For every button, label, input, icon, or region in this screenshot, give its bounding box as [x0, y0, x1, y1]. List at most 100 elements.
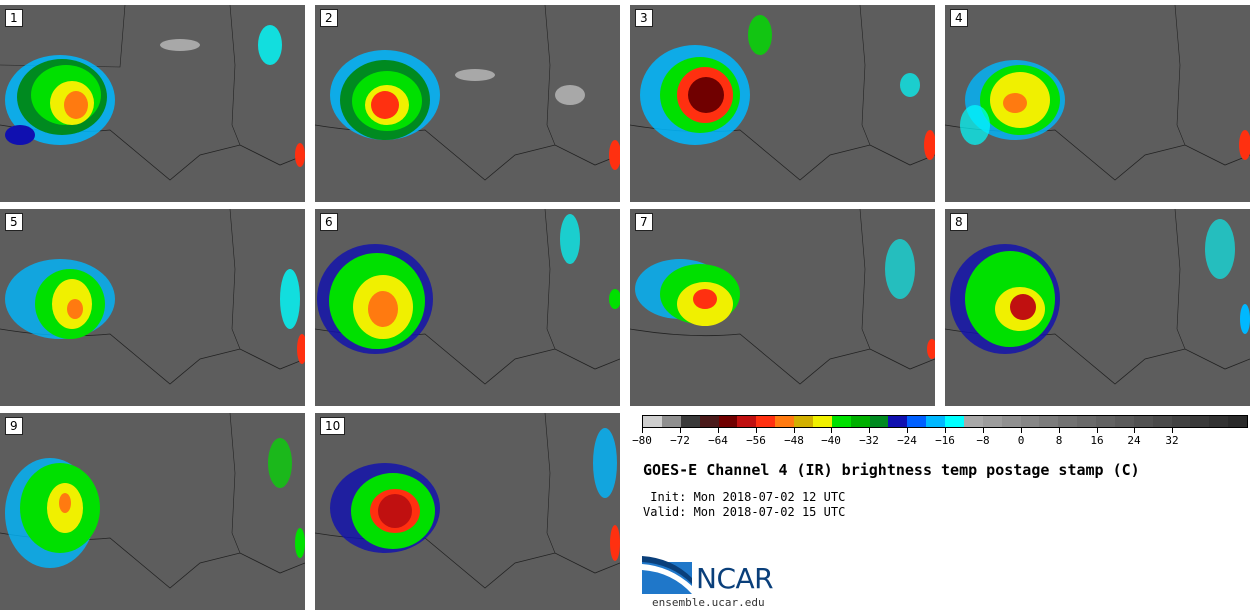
- colorbar-tick-label: −40: [821, 434, 841, 447]
- colorbar-swatch: [963, 416, 983, 427]
- colorbar-tick: [680, 428, 681, 433]
- colorbar-tick-label: 24: [1127, 434, 1141, 447]
- ir-map-3: [630, 5, 935, 181]
- colorbar-swatch: [775, 416, 794, 427]
- member-label: 4: [950, 9, 968, 27]
- member-label: 2: [320, 9, 338, 27]
- colorbar-swatch: [1096, 416, 1115, 427]
- colorbar-tick: [1021, 428, 1022, 433]
- colorbar-tick-label: −64: [708, 434, 728, 447]
- ir-map-4: [945, 5, 1250, 181]
- colorbar-swatch: [945, 416, 964, 427]
- colorbar-swatch: [831, 416, 851, 427]
- colorbar-swatch: [926, 416, 945, 427]
- member-panel-4: 4: [945, 5, 1250, 202]
- member-panel-5: 5: [0, 209, 305, 406]
- figure-title: GOES-E Channel 4 (IR) brightness temp po…: [643, 461, 1140, 479]
- colorbar-tick: [756, 428, 757, 433]
- member-panel-9: 9: [0, 413, 305, 610]
- colorbar-swatch: [718, 416, 738, 427]
- colorbar-swatch: [794, 416, 813, 427]
- colorbar-swatch: [661, 416, 681, 427]
- colorbar-tick: [907, 428, 908, 433]
- member-panel-1: 1: [0, 5, 305, 202]
- colorbar-tick: [1134, 428, 1135, 433]
- colorbar-swatch: [812, 416, 832, 427]
- colorbar-swatch: [850, 416, 870, 427]
- colorbar-swatch: [1058, 416, 1078, 427]
- colorbar-tick-label: −56: [746, 434, 766, 447]
- ir-map-7: [630, 209, 935, 385]
- colorbar-tick-label: 16: [1090, 434, 1104, 447]
- colorbar-tick-label: −8: [976, 434, 990, 447]
- colorbar-swatch: [982, 416, 1002, 427]
- colorbar-tick: [1097, 428, 1098, 433]
- colorbar-tick: [831, 428, 832, 433]
- colorbar-swatch: [643, 416, 662, 427]
- member-label: 8: [950, 213, 968, 231]
- colorbar-tick: [945, 428, 946, 433]
- member-panel-10: 10: [315, 413, 620, 610]
- colorbar-ticks: −80 −72 −64 −56 −48 −40 −32 −24 −16 −8 0 8 16 24 32: [632, 428, 1248, 452]
- colorbar-tick-label: 0: [1017, 434, 1025, 447]
- colorbar-tick: [794, 428, 795, 433]
- colorbar-swatch: [1020, 416, 1040, 427]
- member-panel-8: 8: [945, 209, 1250, 406]
- member-label: 9: [5, 417, 23, 435]
- colorbar-tick: [642, 428, 643, 433]
- colorbar-swatch: [907, 416, 927, 427]
- valid-time: Valid: Mon 2018-07-02 15 UTC: [643, 505, 846, 519]
- ncar-logo-text: NCAR: [696, 562, 774, 595]
- colorbar-tick-label: 32: [1165, 434, 1179, 447]
- colorbar-tick-label: −72: [670, 434, 690, 447]
- ir-map-8: [945, 209, 1250, 385]
- colorbar-swatch: [1001, 416, 1021, 427]
- member-panel-2: 2: [315, 5, 620, 202]
- colorbar-swatch: [1077, 416, 1096, 427]
- colorbar-tick-label: −48: [784, 434, 804, 447]
- colorbar-swatch: [1171, 416, 1191, 427]
- colorbar-tick-label: −16: [935, 434, 955, 447]
- colorbar-tick: [869, 428, 870, 433]
- colorbar-swatch: [1209, 416, 1229, 427]
- colorbar-swatch: [680, 416, 700, 427]
- colorbar: [642, 415, 1248, 428]
- colorbar-swatch: [1114, 416, 1134, 427]
- member-label: 6: [320, 213, 338, 231]
- colorbar-swatch: [737, 416, 757, 427]
- colorbar-swatch: [1190, 416, 1210, 427]
- colorbar-swatch: [1152, 416, 1172, 427]
- colorbar-tick: [983, 428, 984, 433]
- member-label: 1: [5, 9, 23, 27]
- member-label: 10: [320, 417, 346, 435]
- colorbar-tick: [1172, 428, 1173, 433]
- member-panel-7: 7: [630, 209, 935, 406]
- ir-map-10: [315, 413, 620, 589]
- colorbar-swatch: [756, 416, 776, 427]
- ir-map-1: [0, 5, 305, 181]
- member-label: 3: [635, 9, 653, 27]
- colorbar-tick-label: −24: [897, 434, 917, 447]
- colorbar-swatch: [699, 416, 719, 427]
- init-time: Init: Mon 2018-07-02 12 UTC: [643, 490, 846, 504]
- colorbar-swatch: [869, 416, 889, 427]
- colorbar-tick: [1059, 428, 1060, 433]
- colorbar-tick-label: 8: [1055, 434, 1063, 447]
- site-url: ensemble.ucar.edu: [652, 596, 765, 609]
- member-panel-3: 3: [630, 5, 935, 202]
- colorbar-tick-label: −80: [632, 434, 652, 447]
- colorbar-tick-label: −32: [859, 434, 879, 447]
- ir-map-9: [0, 413, 305, 589]
- member-label: 5: [5, 213, 23, 231]
- colorbar-swatch: [1228, 416, 1247, 427]
- ncar-logo-icon: [642, 556, 692, 594]
- ir-map-2: [315, 5, 620, 181]
- colorbar-swatch: [888, 416, 908, 427]
- colorbar-swatch: [1039, 416, 1059, 427]
- colorbar-tick: [718, 428, 719, 433]
- member-label: 7: [635, 213, 653, 231]
- ir-map-6: [315, 209, 620, 385]
- member-panel-6: 6: [315, 209, 620, 406]
- ir-map-5: [0, 209, 305, 385]
- colorbar-swatch: [1133, 416, 1153, 427]
